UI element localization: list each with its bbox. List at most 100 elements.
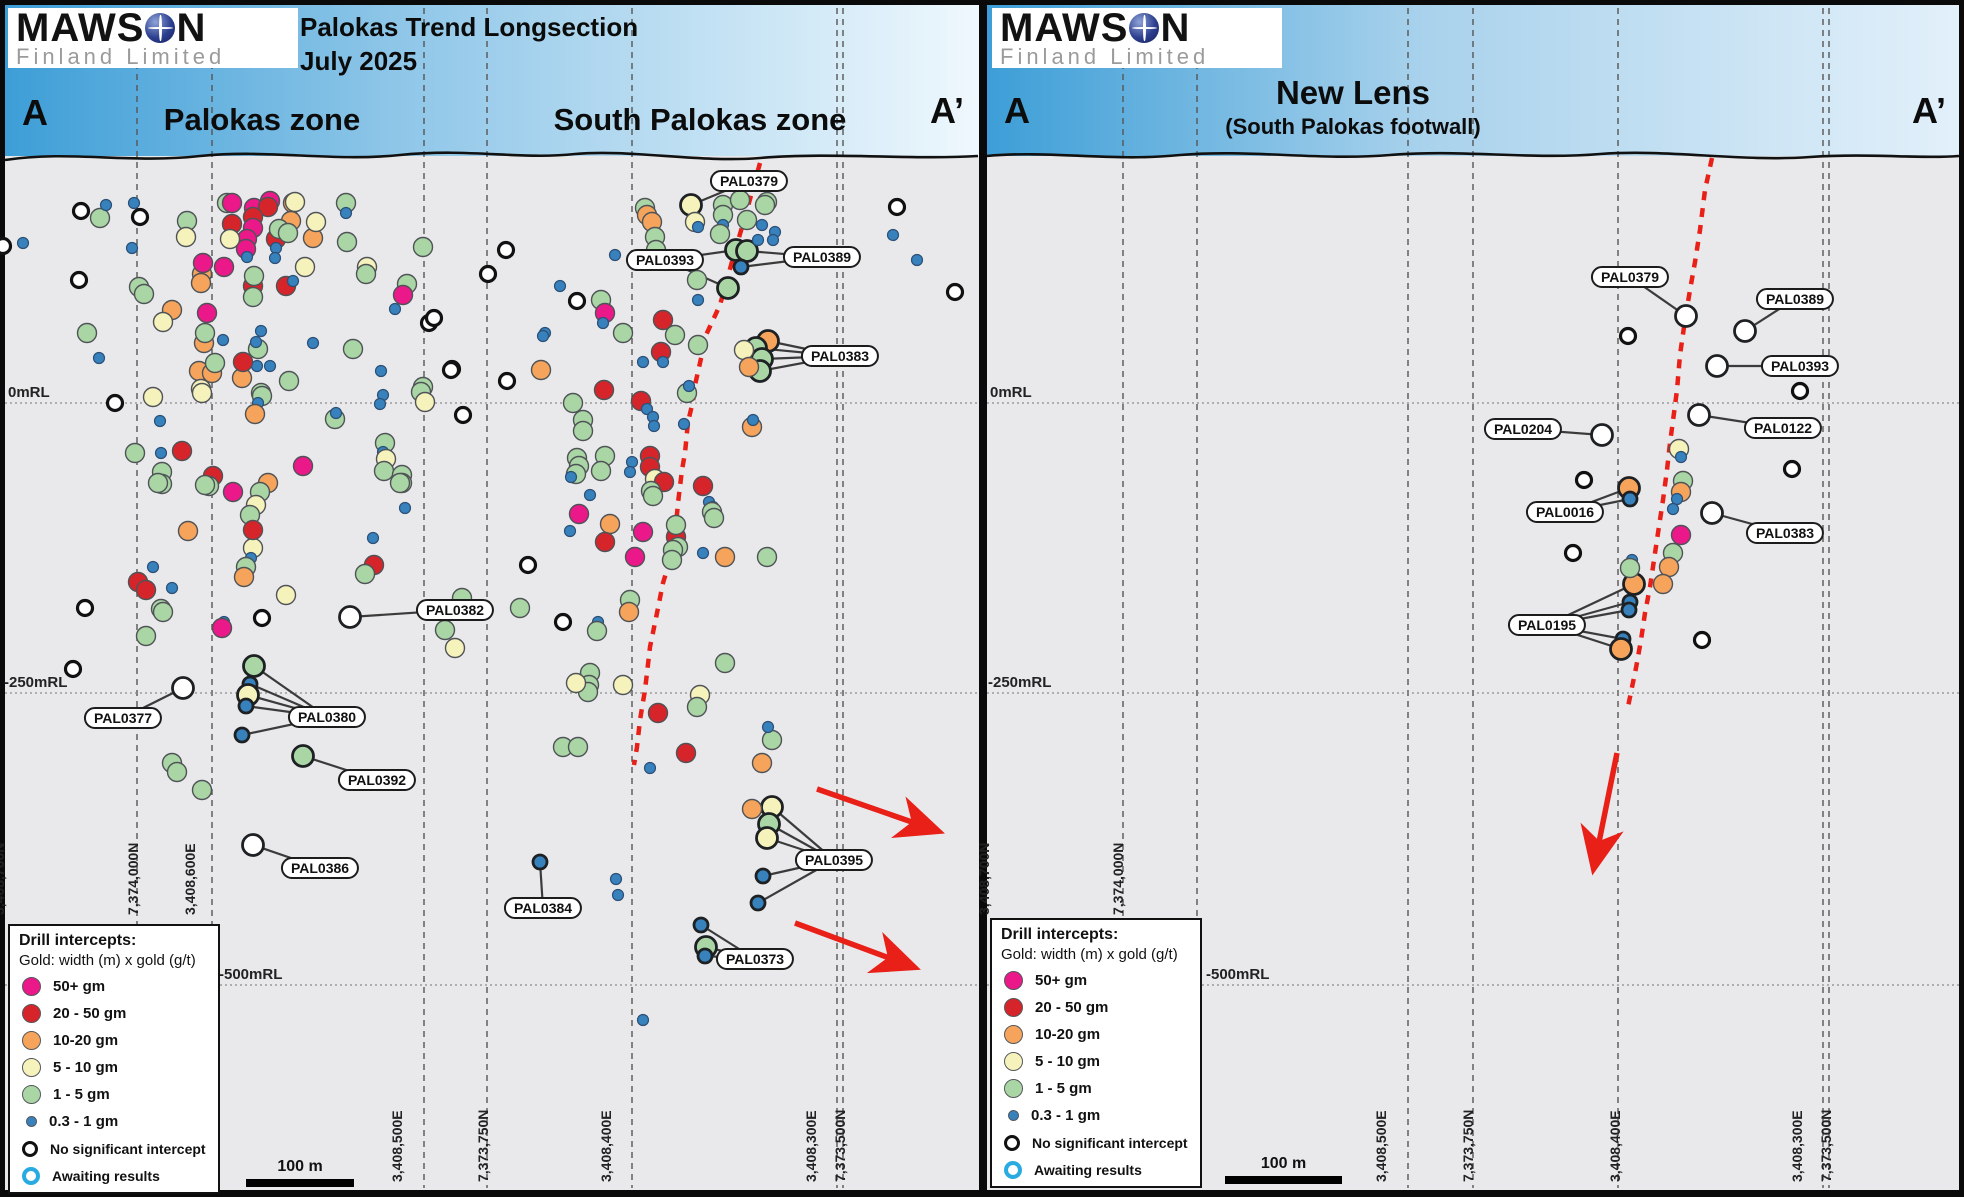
legend-label: 50+ gm — [53, 978, 106, 995]
grid-coordinate-label: 3,408,400E — [598, 1110, 614, 1182]
elevation-label: 0mRL — [8, 384, 50, 401]
legend-swatch-g — [1004, 1079, 1023, 1098]
grid-coordinate-label: 3,408,300E — [803, 1110, 819, 1182]
grid-coordinate-label: 3,408,700N — [976, 842, 992, 915]
legend-label: 20 - 50 gm — [53, 1005, 127, 1022]
legend-swatch-g — [22, 1085, 41, 1104]
legend-label: No significant intercept — [1032, 1134, 1188, 1151]
legend-label: No significant intercept — [50, 1140, 206, 1157]
legend-item-g: 1 - 5 gm — [22, 1081, 218, 1108]
scale-bar-left: 100 m — [246, 1158, 354, 1187]
drillhole-label-pal0393: PAL0393 — [1760, 355, 1840, 377]
drillhole-label-pal0389: PAL0389 — [782, 246, 862, 268]
elevation-label: -500mRL — [1206, 966, 1270, 983]
legend-rows: 50+ gm 20 - 50 gm 10-20 gm 5 - 10 gm 1 - 5 g… — [992, 967, 1200, 1183]
legend-item-aw: Awaiting results — [1004, 1156, 1200, 1183]
legend-subtitle: Gold: width (m) x gold (g/t) — [1001, 946, 1178, 963]
mawson-logo-right: MAWS N Finland Limited — [992, 8, 1282, 69]
scale-bar-rect — [246, 1179, 354, 1187]
legend-item-w: No significant intercept — [1004, 1129, 1200, 1156]
legend-swatch-aw — [22, 1166, 40, 1185]
drillhole-label-pal0383: PAL0383 — [800, 345, 880, 367]
grid-coordinate-label: 3,408,500E — [389, 1110, 405, 1182]
drillhole-label-pal0393: PAL0393 — [625, 249, 705, 271]
grid-coordinate-label: 7,374,000N — [1110, 842, 1126, 915]
grid-coordinate-label: 3,408,700N — [0, 842, 7, 915]
drillhole-label-pal0379: PAL0379 — [1590, 266, 1670, 288]
scale-bar-rect — [1225, 1176, 1342, 1184]
section-mark-aprime-right: A’ — [1912, 90, 1947, 131]
legend-item-p: 50+ gm — [1004, 967, 1200, 994]
drillhole-label-pal0395: PAL0395 — [794, 849, 874, 871]
figure-title-line2: July 2025 — [300, 46, 418, 76]
scale-bar-right: 100 m — [1225, 1155, 1342, 1184]
legend-swatch-r — [1004, 998, 1023, 1017]
legend-label: 20 - 50 gm — [1035, 999, 1109, 1016]
drillhole-label-pal0380: PAL0380 — [287, 706, 367, 728]
legend-label: 5 - 10 gm — [1035, 1053, 1101, 1070]
legend-swatch-y — [22, 1058, 41, 1077]
drillhole-label-pal0016: PAL0016 — [1525, 501, 1605, 523]
zone-subheading-new-lens: (South Palokas footwall) — [1225, 114, 1481, 139]
figure-title: Palokas Trend Longsection July 2025 — [300, 10, 638, 78]
section-mark-aprime-left: A’ — [930, 90, 965, 131]
legend-label: 50+ gm — [1035, 972, 1088, 989]
legend-label: 0.3 - 1 gm — [49, 1113, 119, 1130]
legend-swatch-p — [1004, 971, 1023, 990]
grid-coordinate-label: 7,374,000N — [125, 842, 141, 915]
legend-title: Drill intercepts: — [1001, 926, 1119, 943]
drillhole-label-pal0382: PAL0382 — [415, 599, 495, 621]
legend-item-o: 10-20 gm — [1004, 1021, 1200, 1048]
section-mark-a-right: A — [1004, 90, 1030, 131]
elevation-label: -250mRL — [4, 674, 68, 691]
legend-label: 1 - 5 gm — [1035, 1080, 1092, 1097]
drillhole-label-pal0195: PAL0195 — [1507, 614, 1587, 636]
drillhole-label-pal0379: PAL0379 — [709, 170, 789, 192]
legend-rows: 50+ gm 20 - 50 gm 10-20 gm 5 - 10 gm 1 - 5 g… — [10, 973, 218, 1189]
zone-heading-new-lens: New Lens — [1275, 74, 1431, 111]
legend-swatch-aw — [1004, 1160, 1022, 1179]
figure-title-line1: Palokas Trend Longsection — [300, 12, 639, 42]
grid-coordinate-label: 3,408,400E — [1607, 1110, 1623, 1182]
drillhole-label-pal0386: PAL0386 — [280, 857, 360, 879]
mawson-logo-subtitle: Finland Limited — [1000, 44, 1210, 69]
legend-swatch-y — [1004, 1052, 1023, 1071]
legend-swatch-b — [1008, 1110, 1019, 1121]
legend-item-y: 5 - 10 gm — [1004, 1048, 1200, 1075]
grid-coordinate-label: 3,408,300E — [1789, 1110, 1805, 1182]
zone-heading-south-palokas: South Palokas zone — [553, 102, 847, 137]
legend-item-o: 10-20 gm — [22, 1027, 218, 1054]
drillhole-label-pal0392: PAL0392 — [337, 769, 417, 791]
legend-item-g: 1 - 5 gm — [1004, 1075, 1200, 1102]
legend-item-r: 20 - 50 gm — [1004, 994, 1200, 1021]
grid-coordinate-label: 3,408,500E — [1373, 1110, 1389, 1182]
drillhole-label-pal0389: PAL0389 — [1755, 288, 1835, 310]
legend-subtitle: Gold: width (m) x gold (g/t) — [19, 952, 196, 969]
legend-swatch-b — [26, 1116, 37, 1127]
section-mark-a-left: A — [22, 92, 48, 133]
legend-label: 10-20 gm — [53, 1032, 119, 1049]
mawson-logo: MAWS N Finland Limited — [8, 6, 298, 69]
legend-swatch-w — [1004, 1134, 1020, 1151]
legend-right: Drill intercepts: Gold: width (m) x gold… — [990, 918, 1202, 1188]
legend-label: 0.3 - 1 gm — [1031, 1107, 1101, 1124]
grid-coordinate-label: 7,373,750N — [475, 1109, 491, 1182]
legend-swatch-o — [22, 1031, 41, 1050]
legend-label: Awaiting results — [1034, 1161, 1142, 1178]
legend-swatch-w — [22, 1140, 38, 1157]
legend-label: 5 - 10 gm — [53, 1059, 119, 1076]
elevation-label: -250mRL — [988, 674, 1052, 691]
elevation-label: -500mRL — [219, 966, 283, 983]
drillhole-label-pal0122: PAL0122 — [1743, 417, 1823, 439]
legend-label: 1 - 5 gm — [53, 1086, 110, 1103]
legend-title: Drill intercepts: — [19, 932, 137, 949]
legend-item-y: 5 - 10 gm — [22, 1054, 218, 1081]
mawson-logo-subtitle: Finland Limited — [16, 44, 226, 69]
legend-item-b: 0.3 - 1 gm — [22, 1108, 218, 1135]
drillhole-label-pal0377: PAL0377 — [83, 707, 163, 729]
mawson-logo-word: MAWS N — [16, 6, 207, 50]
legend-swatch-p — [22, 977, 41, 996]
legend-item-p: 50+ gm — [22, 973, 218, 1000]
legend-item-aw: Awaiting results — [22, 1162, 218, 1189]
